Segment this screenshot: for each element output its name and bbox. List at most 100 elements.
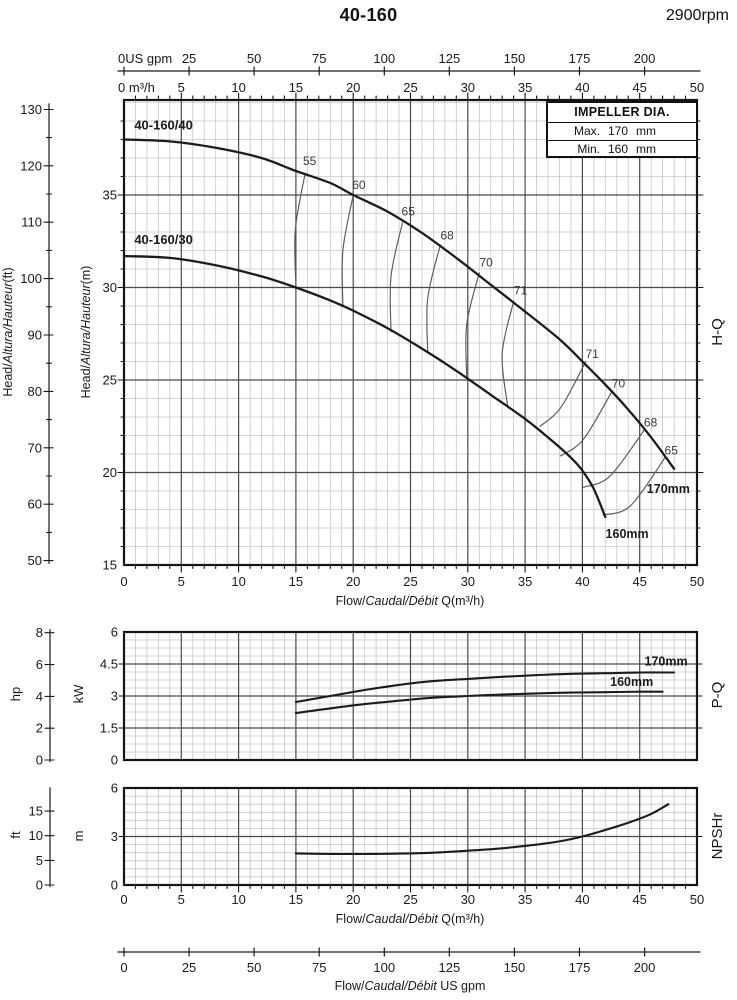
edge-ticks bbox=[118, 663, 703, 729]
section-label-pq: P-Q bbox=[709, 682, 726, 709]
grid-major bbox=[123, 787, 698, 886]
flow-tick-label: 5 bbox=[178, 574, 185, 589]
flow-tick-label: 0 bbox=[120, 892, 127, 907]
impeller-size-label: 170mm bbox=[645, 655, 688, 669]
efficiency-contour-55 bbox=[294, 173, 306, 288]
flow-tick-label: 30 bbox=[461, 892, 475, 907]
npsh-ft-tick-label: 5 bbox=[36, 853, 43, 868]
efficiency-label: 60 bbox=[352, 178, 366, 192]
gpm-tick-label: 25 bbox=[182, 960, 196, 975]
flow-axis-title: Flow/Caudal/Débit Q(m³/h) bbox=[336, 912, 485, 926]
m3h-tick-label: 35 bbox=[518, 80, 532, 95]
hp-axis-title: hp bbox=[8, 687, 23, 701]
bottom-flow-axis: 0 25 50 75 100 125 150 175 200 Flow/Caudal/Débit … bbox=[117, 947, 701, 993]
npsh-ft-axis-ticks bbox=[44, 810, 55, 886]
flow-tick-label: 35 bbox=[518, 574, 532, 589]
gpm-tick-label: 150 bbox=[504, 960, 526, 975]
flow-tick-label: 30 bbox=[461, 574, 475, 589]
flow-tick-label: 45 bbox=[632, 574, 646, 589]
efficiency-contour-60 bbox=[341, 194, 354, 308]
npshr-chart: 0 3 6 m 0 5 10 15 ft 0 5 10 15 20 25 30 35 40 45 50 Flow/Cau… bbox=[8, 781, 726, 927]
head-m-tick-label: 20 bbox=[103, 465, 117, 480]
head-m-axis-title: Head/Altura/Hauteur(m) bbox=[79, 266, 93, 399]
m3h-tick-label: 10 bbox=[231, 80, 245, 95]
impeller-max-unit: mm bbox=[636, 124, 656, 138]
flow-tick-label: 5 bbox=[178, 892, 185, 907]
curve-name-label: 40-160/40 bbox=[134, 117, 193, 132]
m3h-tick-label: 20 bbox=[346, 80, 360, 95]
gpm-tick-label: 175 bbox=[569, 51, 591, 66]
efficiency-label: 71 bbox=[585, 347, 599, 361]
flow-tick-label: 10 bbox=[231, 574, 245, 589]
head-ft-axis-ticks bbox=[43, 108, 54, 562]
npsh-m-tick-label: 6 bbox=[111, 781, 118, 796]
flow-tick-label: 35 bbox=[518, 892, 532, 907]
gpm-tick-label: 125 bbox=[438, 960, 460, 975]
efficiency-label: 55 bbox=[303, 154, 317, 168]
hp-tick-label: 2 bbox=[36, 721, 43, 736]
kw-tick-label: 3 bbox=[111, 689, 118, 704]
efficiency-contour-71 bbox=[501, 300, 515, 409]
npsh-m-tick-label: 0 bbox=[111, 878, 118, 893]
m3h-tick-label: 15 bbox=[289, 80, 303, 95]
flow-tick-label: 0 bbox=[120, 574, 127, 589]
efficiency-label: 68 bbox=[644, 416, 658, 430]
hp-tick-label: 6 bbox=[36, 657, 43, 672]
plot-border bbox=[122, 786, 699, 887]
head-ft-tick-label: 50 bbox=[28, 553, 42, 568]
curve-name-label: 40-160/30 bbox=[134, 232, 193, 247]
hp-axis-ticks bbox=[44, 632, 55, 761]
head-ft-tick-label: 110 bbox=[21, 215, 42, 230]
gpm-zero-unit-label: 0US gpm bbox=[118, 51, 172, 66]
efficiency-contour-70 bbox=[560, 390, 613, 457]
impeller-min-value: 160 bbox=[607, 142, 629, 156]
head-m-tick-label: 15 bbox=[103, 558, 117, 573]
impeller-min-label: Min. bbox=[577, 142, 600, 156]
impeller-max-row: Max. 170 mm bbox=[548, 123, 696, 141]
m3h-tick-label: 50 bbox=[690, 80, 704, 95]
efficiency-contour-65 bbox=[389, 222, 404, 333]
efficiency-label: 68 bbox=[440, 229, 454, 243]
head-ft-tick-label: 120 bbox=[20, 158, 42, 173]
gpm-tick-label: 50 bbox=[247, 51, 261, 66]
head-ft-tick-label: 60 bbox=[28, 497, 42, 512]
head-ft-tick-label: 100 bbox=[20, 271, 42, 286]
plot-border bbox=[122, 98, 699, 567]
kw-tick-label: 1.5 bbox=[100, 721, 118, 736]
npsh-ft-tick-label: 10 bbox=[29, 828, 43, 843]
head-ft-axis-title: Head/Altura/Hauteur(ft) bbox=[1, 267, 15, 396]
npsh-ft-tick-label: 0 bbox=[36, 878, 43, 893]
impeller-min-unit: mm bbox=[636, 142, 656, 156]
npsh-ft-tick-label: 15 bbox=[29, 804, 43, 819]
kw-tick-label: 0 bbox=[111, 753, 118, 768]
flow-tick-label: 50 bbox=[690, 574, 704, 589]
grid-major bbox=[123, 99, 698, 566]
m3h-tick-label: 5 bbox=[178, 80, 185, 95]
head-ft-tick-label: 90 bbox=[28, 328, 42, 343]
kw-tick-label: 6 bbox=[111, 625, 118, 640]
efficiency-label: 71 bbox=[514, 283, 528, 297]
efficiency-contour-65 bbox=[602, 457, 666, 516]
efficiency-label: 70 bbox=[479, 256, 493, 270]
head-ft-tick-label: 70 bbox=[28, 440, 42, 455]
flow-tick-label: 15 bbox=[289, 574, 303, 589]
edge-ticks bbox=[117, 92, 704, 573]
rpm-label: 2900rpm bbox=[665, 7, 729, 24]
pq-curve-160mm bbox=[294, 690, 664, 715]
gpm-tick-label: 75 bbox=[312, 960, 326, 975]
flow-tick-label: 20 bbox=[346, 574, 360, 589]
m3h-tick-label: 25 bbox=[403, 80, 417, 95]
flow-tick-label: 15 bbox=[289, 892, 303, 907]
kw-axis-title: kW bbox=[71, 684, 86, 704]
head-m-tick-label: 30 bbox=[103, 280, 117, 295]
m3h-zero-unit-label: 0 m³/h bbox=[118, 80, 155, 95]
hq-curve-170mm bbox=[122, 138, 676, 470]
gpm-tick-label: 175 bbox=[569, 960, 591, 975]
efficiency-contour-68 bbox=[582, 429, 645, 488]
grid-major bbox=[123, 631, 698, 761]
flow-tick-label: 25 bbox=[403, 574, 417, 589]
npsh-m-axis-title: m bbox=[71, 831, 86, 842]
gpm-tick-label: 50 bbox=[247, 960, 261, 975]
flow-tick-label: 25 bbox=[403, 892, 417, 907]
